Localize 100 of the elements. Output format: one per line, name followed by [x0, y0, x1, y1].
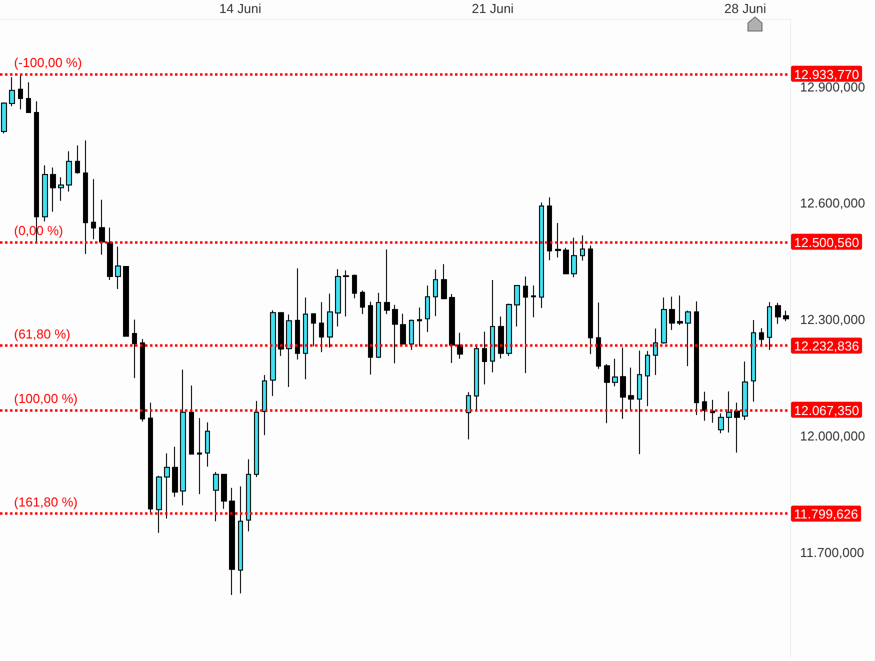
candlestick [99, 199, 105, 256]
candlestick [628, 367, 634, 410]
candlestick [783, 310, 789, 322]
candlestick [1, 102, 7, 134]
candlestick [254, 400, 259, 478]
annotation: (100,00 %) [14, 390, 78, 406]
candlestick [457, 332, 463, 360]
candlestick [588, 245, 593, 355]
candlestick [26, 82, 31, 113]
candlestick [91, 178, 96, 240]
candlestick [539, 202, 544, 308]
candlestick [718, 412, 724, 434]
candlestick [189, 385, 194, 455]
annotation: (61,80 %) [14, 326, 70, 342]
candlestick [384, 248, 390, 315]
candlestick [571, 237, 577, 278]
candlestick [580, 234, 585, 262]
candlestick [107, 227, 113, 281]
x-tick-label: 21 Juni [472, 1, 514, 16]
candlestick [677, 295, 683, 326]
candlestick [645, 350, 650, 407]
candlestick [123, 266, 129, 337]
candlestick [140, 338, 145, 422]
y-tick-label: 12.000,000 [800, 428, 866, 444]
y-tick-label: 11.700,000 [800, 544, 864, 560]
candlestick [759, 328, 764, 346]
y-tick-label: 12.300,000 [800, 312, 866, 328]
ref-line-label: 12.500,560 [794, 234, 860, 250]
annotation: (-100,00 %) [14, 54, 82, 70]
candlestick [75, 144, 80, 174]
candlestick [694, 300, 699, 416]
candlestick [172, 446, 178, 498]
candlestick [449, 293, 455, 364]
candlestick [376, 292, 381, 358]
x-tick-label: 28 Juni [724, 1, 766, 16]
candlestick [474, 344, 479, 412]
candlestick [612, 358, 618, 387]
candlestick [482, 331, 487, 385]
annotation: (161,80 %) [14, 494, 78, 510]
candlestick [498, 316, 504, 359]
candlestick [303, 296, 308, 380]
candlestick [392, 304, 398, 364]
candlestick [164, 452, 170, 520]
candlestick [180, 369, 186, 506]
candlestick [620, 347, 626, 420]
candlestick [9, 76, 15, 107]
candlestick [197, 418, 202, 495]
y-tick-label: 12.600,000 [800, 196, 866, 211]
candlestick [710, 399, 715, 424]
x-tick-label: 14 Juni [219, 1, 262, 16]
candlestick [352, 274, 357, 299]
candlestick [400, 313, 406, 345]
candlestick [58, 176, 64, 202]
candlestick [751, 319, 756, 402]
candlestick [775, 302, 781, 324]
candlestick [514, 284, 520, 328]
candlestick [311, 313, 316, 347]
candlestick [734, 402, 740, 454]
candlestick [42, 164, 48, 222]
candlestick [278, 312, 284, 357]
candlestick [726, 390, 732, 433]
candlestick [409, 319, 414, 350]
candlestick [531, 284, 536, 318]
candlestick [115, 246, 121, 290]
candlestick [343, 270, 349, 317]
candlestick [547, 196, 552, 261]
candlestick [653, 328, 658, 376]
candlestick [360, 290, 365, 315]
candlestick [238, 486, 243, 594]
candlestick [637, 350, 642, 455]
candlestick [596, 302, 601, 370]
candlestick [555, 222, 561, 258]
candlestick [425, 284, 430, 332]
candlestick [229, 487, 235, 596]
candlestick [156, 475, 162, 534]
candlestick [523, 276, 528, 374]
candlestick [506, 303, 512, 357]
candlestick [213, 472, 219, 522]
candlestick [50, 167, 56, 212]
candlestick [490, 280, 495, 373]
candlestick [604, 364, 610, 424]
candlestick [368, 301, 373, 376]
candlestick [66, 150, 72, 192]
candlestick [205, 422, 210, 468]
candlestick [319, 302, 324, 353]
candlestick [132, 319, 137, 379]
candlestick [563, 247, 569, 274]
ref-line-label: 12.933,770 [794, 66, 860, 82]
candlestick [661, 296, 667, 344]
candlestick [669, 296, 675, 331]
candlestick [702, 391, 707, 422]
ref-line-label: 12.232,836 [794, 338, 860, 354]
ref-line-label: 11.799,626 [794, 506, 858, 522]
candlestick [18, 74, 23, 110]
candlestick [433, 269, 438, 317]
candlestick [685, 310, 691, 367]
candlestick [286, 314, 292, 388]
candlestick [466, 392, 471, 440]
candlestick [221, 474, 227, 510]
ref-line-label: 12.067,350 [794, 402, 860, 418]
